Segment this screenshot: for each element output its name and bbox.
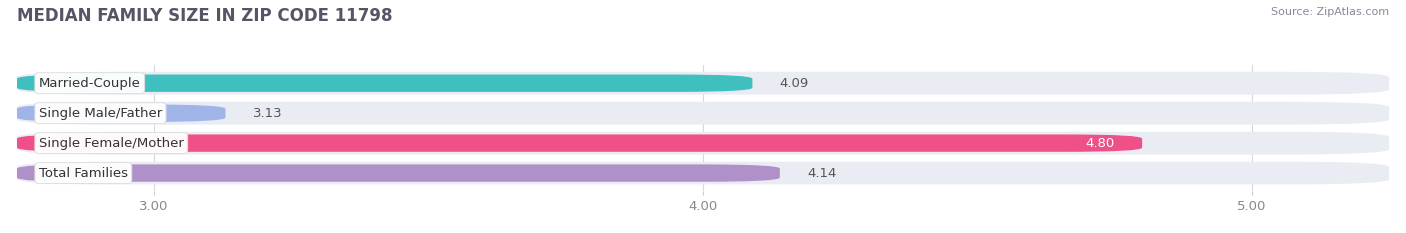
Text: 4.09: 4.09 bbox=[780, 77, 808, 90]
Text: Total Families: Total Families bbox=[39, 167, 128, 180]
FancyBboxPatch shape bbox=[17, 164, 780, 182]
Text: 4.80: 4.80 bbox=[1085, 137, 1115, 150]
FancyBboxPatch shape bbox=[17, 134, 1142, 152]
Text: 4.14: 4.14 bbox=[807, 167, 837, 180]
FancyBboxPatch shape bbox=[17, 102, 1389, 125]
Text: Single Female/Mother: Single Female/Mother bbox=[39, 137, 184, 150]
Text: Single Male/Father: Single Male/Father bbox=[39, 107, 162, 120]
Text: Source: ZipAtlas.com: Source: ZipAtlas.com bbox=[1271, 7, 1389, 17]
FancyBboxPatch shape bbox=[17, 162, 1389, 185]
FancyBboxPatch shape bbox=[17, 104, 225, 122]
FancyBboxPatch shape bbox=[17, 72, 1389, 95]
Text: 3.13: 3.13 bbox=[253, 107, 283, 120]
Text: Married-Couple: Married-Couple bbox=[39, 77, 141, 90]
FancyBboxPatch shape bbox=[17, 132, 1389, 154]
Text: MEDIAN FAMILY SIZE IN ZIP CODE 11798: MEDIAN FAMILY SIZE IN ZIP CODE 11798 bbox=[17, 7, 392, 25]
FancyBboxPatch shape bbox=[17, 75, 752, 92]
